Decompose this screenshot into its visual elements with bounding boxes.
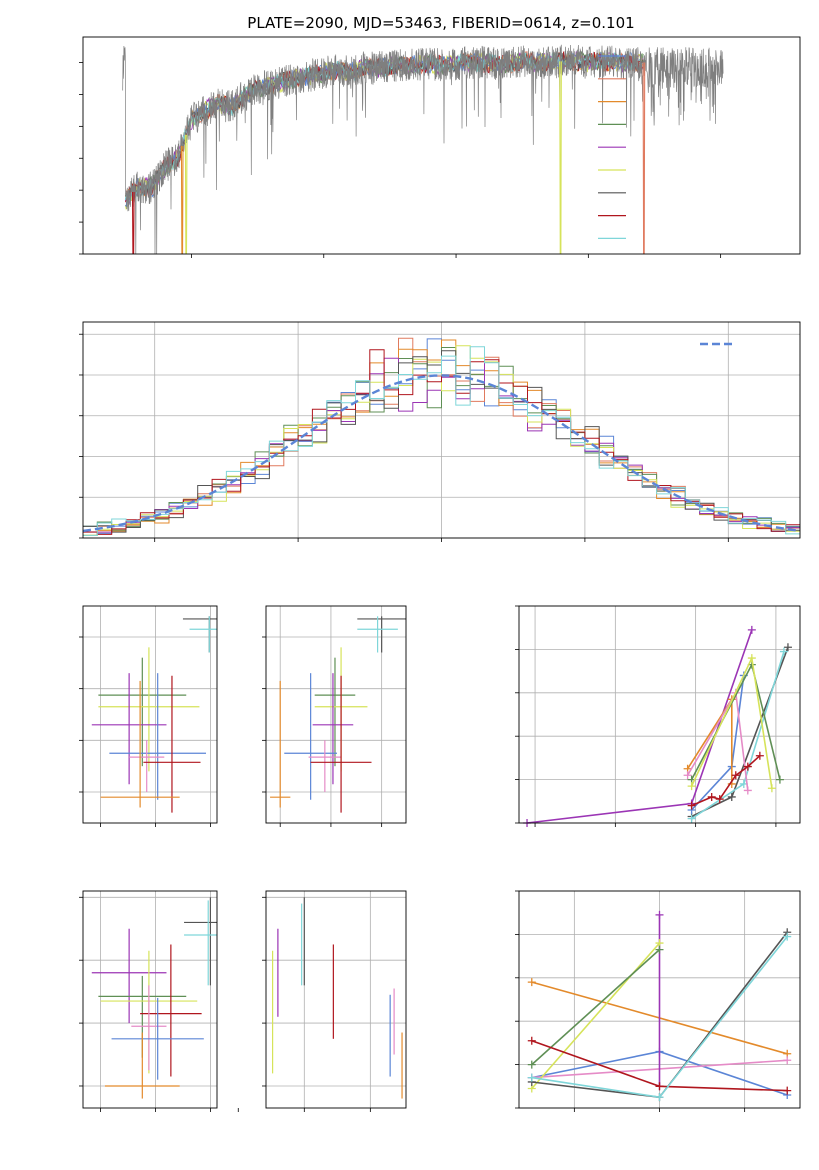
plot-area (91, 616, 217, 813)
data-point-marker (527, 1036, 536, 1045)
mass-weight-vs-age-panel (515, 605, 801, 827)
spectrum-dip-line (131, 191, 135, 254)
data-point-marker (655, 945, 664, 954)
mass-weight-line (691, 755, 761, 807)
data-point-marker (783, 643, 792, 652)
plot-area (83, 337, 800, 536)
data-point-marker (747, 625, 756, 634)
axes-frame (265, 890, 407, 1109)
data-point-marker (655, 1093, 664, 1102)
data-point-marker (687, 814, 696, 823)
mass-vs-ebv-panel (237, 890, 407, 1112)
mass-weight-line (691, 651, 785, 820)
mass-weight-line (690, 662, 781, 780)
data-point-marker (779, 647, 788, 656)
axes-frame (518, 605, 801, 824)
data-point-marker (707, 792, 716, 801)
mass-weight-line (531, 949, 661, 1066)
axes-frame (82, 605, 218, 824)
spectrum-panel (79, 36, 801, 258)
data-point-marker (747, 654, 756, 663)
data-point-marker (767, 784, 776, 793)
data-point-marker (783, 1086, 792, 1095)
data-point-marker (755, 751, 764, 760)
data-point-marker (527, 978, 536, 987)
data-point-marker (783, 932, 792, 941)
data-point-marker (727, 792, 736, 801)
mass-weight-vs-metallicity-panel (515, 890, 801, 1112)
axes-frame (265, 605, 407, 824)
histogram-step-line (83, 346, 800, 536)
spectrum-dip-line (642, 62, 646, 254)
spectrum-dip-line (184, 134, 188, 254)
normal-curve-line (83, 374, 800, 533)
data-point-marker (527, 1073, 536, 1082)
age-vs-metallicity-panel (79, 605, 218, 827)
mass-vs-metallicity-panel (79, 890, 218, 1112)
data-point-marker (775, 775, 784, 784)
axes-frame (518, 890, 801, 1109)
data-point-marker (655, 1082, 664, 1091)
residual-histogram-panel (79, 321, 801, 542)
spectrum-dip-line (180, 145, 184, 254)
data-point-marker (687, 782, 696, 791)
age-vs-mass-panel (262, 605, 407, 827)
axes-frame (82, 36, 801, 255)
mass-weight-line (526, 629, 753, 824)
observed-spectrum-line (122, 44, 724, 254)
mass-weight-line (531, 942, 661, 1090)
spectrum-dip-line (559, 61, 562, 254)
data-point-marker (527, 1060, 536, 1069)
plot-area (91, 897, 217, 1099)
axes-frame (82, 321, 801, 539)
figure-title: PLATE=2090, MJD=53463, FIBERID=0614, z=0… (247, 14, 634, 32)
data-point-marker (715, 795, 724, 804)
data-point-marker (783, 1056, 792, 1065)
data-point-marker (731, 771, 740, 780)
data-point-marker (687, 801, 696, 810)
data-point-marker (655, 910, 664, 919)
data-point-marker (683, 771, 692, 780)
data-point-marker (743, 762, 752, 771)
plot-area (122, 44, 724, 254)
axes-frame (82, 890, 218, 1109)
data-point-marker (743, 786, 752, 795)
plot-area (270, 616, 406, 813)
plot-area (272, 897, 403, 1099)
